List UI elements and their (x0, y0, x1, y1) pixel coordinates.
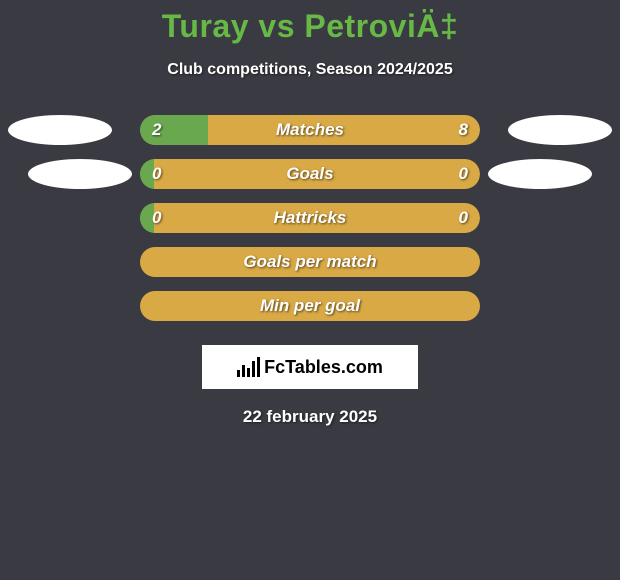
stat-bar-goals: 0 Goals 0 (140, 159, 480, 189)
stat-bar-hattricks: 0 Hattricks 0 (140, 203, 480, 233)
stats-section: 2 Matches 8 0 Goals 0 0 (0, 115, 620, 321)
stat-right-value: 8 (459, 120, 468, 140)
stat-bar-matches: 2 Matches 8 (140, 115, 480, 145)
stat-left-value: 0 (152, 208, 161, 228)
fctables-logo-text: FcTables.com (264, 357, 383, 378)
stat-bar-min-per-goal: Min per goal (140, 291, 480, 321)
fctables-logo-box: FcTables.com (202, 345, 418, 389)
stat-label: Matches (276, 120, 344, 140)
stat-right-value: 0 (459, 164, 468, 184)
stat-bar-goals-per-match: Goals per match (140, 247, 480, 277)
stat-bar-fill (140, 115, 208, 145)
stat-label: Hattricks (274, 208, 347, 228)
stat-left-value: 0 (152, 164, 161, 184)
player-right-ellipse (508, 115, 612, 145)
stat-row-goals: 0 Goals 0 (0, 159, 620, 189)
player-right-ellipse (488, 159, 592, 189)
barchart-icon (237, 357, 260, 377)
stat-row-min-per-goal: Min per goal (0, 291, 620, 321)
stat-label: Min per goal (260, 296, 360, 316)
stat-row-hattricks: 0 Hattricks 0 (0, 203, 620, 233)
stat-label: Goals per match (243, 252, 376, 272)
date-label: 22 february 2025 (243, 407, 377, 427)
player-left-ellipse (28, 159, 132, 189)
stat-right-value: 0 (459, 208, 468, 228)
stat-label: Goals (286, 164, 333, 184)
stat-row-matches: 2 Matches 8 (0, 115, 620, 145)
page-title: Turay vs PetroviÄ‡ (162, 8, 459, 45)
stat-row-goals-per-match: Goals per match (0, 247, 620, 277)
player-left-ellipse (8, 115, 112, 145)
stat-left-value: 2 (152, 120, 161, 140)
page-subtitle: Club competitions, Season 2024/2025 (167, 61, 452, 79)
